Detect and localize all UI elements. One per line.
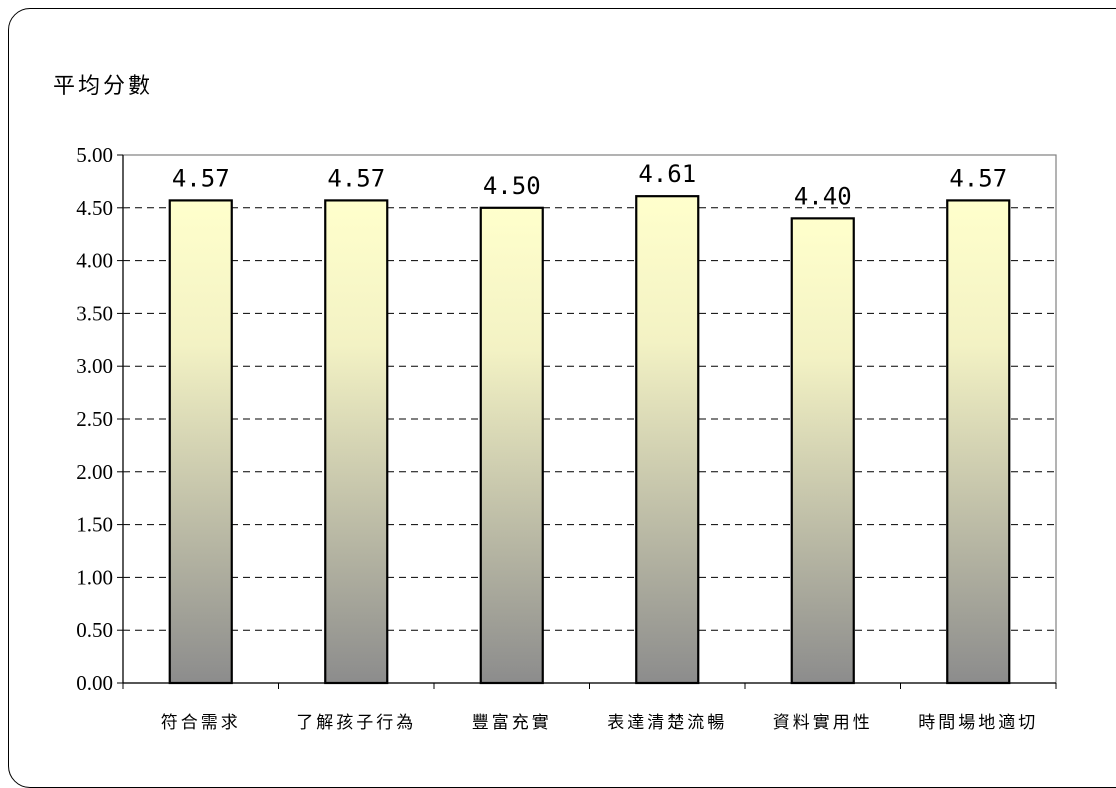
y-tick-label: 1.50 bbox=[76, 513, 113, 537]
bar bbox=[324, 199, 389, 685]
bar bbox=[479, 206, 544, 685]
y-tick-label: 3.00 bbox=[76, 354, 113, 378]
bar bbox=[635, 195, 700, 685]
data-label: 4.40 bbox=[794, 182, 852, 210]
data-label: 4.50 bbox=[483, 172, 541, 200]
y-tick-label: 0.00 bbox=[76, 671, 113, 695]
x-category-label: 時間場地適切 bbox=[918, 713, 1038, 733]
x-category-label: 資料實用性 bbox=[773, 713, 873, 733]
bar bbox=[946, 199, 1011, 685]
y-tick-label: 0.50 bbox=[76, 618, 113, 642]
y-tick-label: 5.00 bbox=[76, 143, 113, 167]
x-category-label: 符合需求 bbox=[161, 713, 241, 733]
y-tick-label: 2.00 bbox=[76, 460, 113, 484]
y-tick-label: 4.00 bbox=[76, 249, 113, 273]
y-axis-title: 平均分數 bbox=[53, 74, 154, 99]
bar bbox=[790, 217, 855, 685]
data-label: 4.57 bbox=[327, 164, 385, 192]
bar-chart: 0.00 0.50 1.00 1.50 2.00 2.50 3.00 3.50 4.00 4.50… bbox=[76, 143, 1057, 733]
y-tick-label: 3.50 bbox=[76, 301, 113, 325]
data-label: 4.57 bbox=[949, 164, 1007, 192]
x-category-label: 豐富充實 bbox=[472, 713, 552, 733]
data-label: 4.61 bbox=[638, 160, 696, 188]
bar bbox=[168, 199, 233, 685]
y-tick-label: 4.50 bbox=[76, 196, 113, 220]
data-label: 4.57 bbox=[172, 164, 230, 192]
y-tick-label: 2.50 bbox=[76, 407, 113, 431]
x-category-label: 表達清楚流暢 bbox=[607, 713, 727, 733]
y-tick-label: 1.00 bbox=[76, 565, 113, 589]
x-category-label: 了解孩子行為 bbox=[296, 713, 416, 733]
